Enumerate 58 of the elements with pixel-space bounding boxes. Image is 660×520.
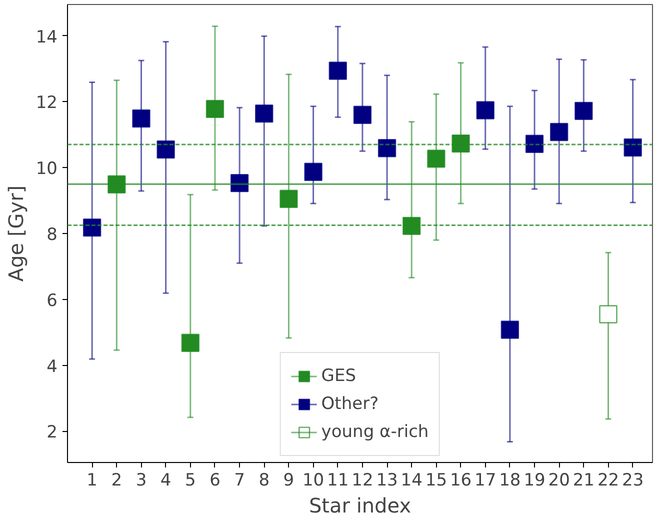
point bbox=[82, 218, 102, 237]
x-tick-label: 15 bbox=[425, 470, 448, 490]
x-tick-label: 12 bbox=[352, 470, 374, 490]
y-tick-label: 2 bbox=[46, 422, 58, 443]
x-tick-label: 17 bbox=[474, 470, 496, 490]
x-tick-label: 11 bbox=[327, 470, 349, 490]
y-tick-label: 6 bbox=[46, 290, 58, 311]
x-tick-label: 13 bbox=[376, 470, 398, 490]
x-tick-label: 9 bbox=[283, 470, 294, 490]
y-tick-label: 14 bbox=[36, 27, 58, 48]
point bbox=[206, 100, 224, 118]
point bbox=[402, 216, 421, 236]
x-tick-label: 22 bbox=[597, 470, 620, 490]
y-tick-label: 8 bbox=[46, 225, 58, 245]
point bbox=[280, 190, 298, 208]
point bbox=[599, 305, 618, 324]
x-tick-label: 21 bbox=[572, 470, 594, 490]
x-tick-label: 8 bbox=[258, 470, 270, 490]
point bbox=[304, 162, 322, 181]
x-tick-label: 10 bbox=[302, 470, 324, 490]
x-tick-label: 19 bbox=[524, 470, 546, 490]
x-tick-label: 7 bbox=[234, 470, 245, 490]
legend-label: GES bbox=[321, 366, 356, 386]
point bbox=[500, 320, 520, 339]
x-tick-label: 16 bbox=[450, 470, 472, 490]
point bbox=[550, 122, 568, 142]
x-tick-label: 14 bbox=[400, 470, 422, 490]
x-tick-label: 1 bbox=[86, 470, 98, 490]
x-tick-label: 18 bbox=[499, 470, 521, 490]
y-tick-label: 4 bbox=[46, 356, 58, 377]
point bbox=[108, 175, 126, 194]
y-tick-label: 10 bbox=[36, 159, 58, 180]
x-tick-label: 4 bbox=[160, 470, 172, 490]
point bbox=[624, 138, 642, 157]
point bbox=[353, 106, 372, 124]
point bbox=[156, 140, 175, 159]
x-tick-label: 23 bbox=[622, 470, 644, 490]
legend-label: Other? bbox=[321, 394, 379, 414]
legend-label: young α-rich bbox=[321, 422, 429, 442]
point bbox=[328, 62, 347, 80]
x-axis-title: Star index bbox=[308, 494, 412, 518]
point bbox=[525, 134, 544, 153]
point bbox=[181, 334, 200, 352]
point bbox=[452, 134, 470, 153]
point bbox=[476, 101, 494, 120]
y-tick-label: 12 bbox=[36, 93, 58, 114]
point bbox=[230, 174, 249, 192]
point bbox=[427, 150, 446, 168]
point bbox=[574, 102, 593, 120]
x-tick-label: 20 bbox=[548, 470, 570, 490]
point bbox=[378, 139, 396, 158]
x-tick-label: 2 bbox=[111, 470, 122, 490]
point bbox=[255, 104, 274, 123]
point bbox=[132, 109, 150, 128]
x-tick-label: 5 bbox=[184, 470, 196, 490]
x-tick-label: 3 bbox=[136, 470, 147, 490]
x-tick-label: 6 bbox=[210, 470, 220, 490]
y-axis-title: Age [Gyr] bbox=[4, 185, 28, 282]
